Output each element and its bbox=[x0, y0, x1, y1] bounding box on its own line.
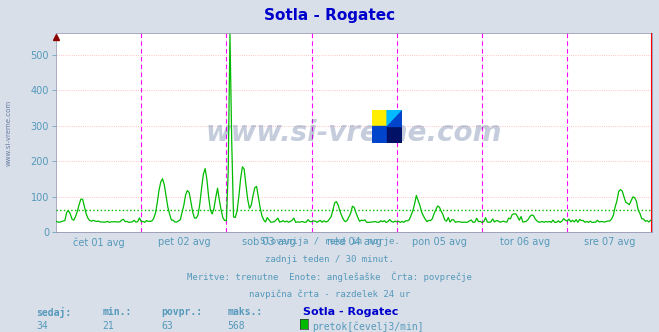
Bar bbox=[372, 110, 387, 126]
Text: zadnji teden / 30 minut.: zadnji teden / 30 minut. bbox=[265, 255, 394, 264]
Text: sedaj:: sedaj: bbox=[36, 307, 71, 318]
Text: 21: 21 bbox=[102, 321, 114, 331]
Text: povpr.:: povpr.: bbox=[161, 307, 202, 317]
Text: www.si-vreme.com: www.si-vreme.com bbox=[206, 119, 502, 147]
Text: navpična črta - razdelek 24 ur: navpična črta - razdelek 24 ur bbox=[249, 289, 410, 299]
Text: min.:: min.: bbox=[102, 307, 132, 317]
Bar bbox=[387, 110, 402, 126]
Text: 63: 63 bbox=[161, 321, 173, 331]
Text: Sotla - Rogatec: Sotla - Rogatec bbox=[264, 8, 395, 23]
Text: 34: 34 bbox=[36, 321, 48, 331]
Text: Meritve: trenutne  Enote: anglešaške  Črta: povprečje: Meritve: trenutne Enote: anglešaške Črta… bbox=[187, 272, 472, 283]
Text: 568: 568 bbox=[227, 321, 245, 331]
Text: Slovenija / reke in morje.: Slovenija / reke in morje. bbox=[260, 237, 399, 246]
Text: Sotla - Rogatec: Sotla - Rogatec bbox=[303, 307, 399, 317]
Polygon shape bbox=[387, 110, 402, 126]
Bar bbox=[372, 126, 387, 143]
Polygon shape bbox=[387, 110, 402, 126]
Text: www.si-vreme.com: www.si-vreme.com bbox=[5, 100, 11, 166]
Text: maks.:: maks.: bbox=[227, 307, 262, 317]
Bar bbox=[387, 126, 402, 143]
Text: pretok[čevelj3/min]: pretok[čevelj3/min] bbox=[312, 321, 423, 332]
